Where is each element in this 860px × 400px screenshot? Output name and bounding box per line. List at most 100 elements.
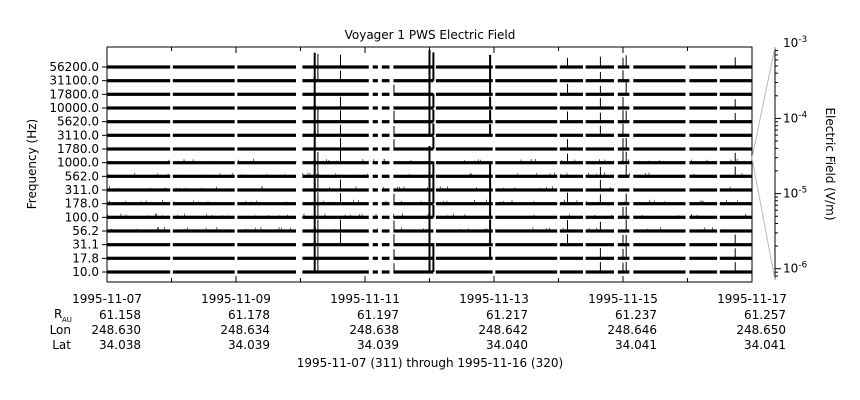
channel-trace-10000.0	[617, 106, 630, 110]
channel-trace-100.0	[302, 215, 369, 219]
channel-trace-56200.0	[302, 65, 369, 69]
channel-trace-178.0	[689, 202, 718, 206]
channel-trace-56200.0	[107, 65, 171, 69]
channel-trace-311.0	[689, 188, 718, 192]
channel-trace-3110.0	[633, 133, 686, 137]
channel-trace-31.1	[107, 243, 171, 247]
channel-trace-31.1	[559, 243, 583, 247]
r-au-value: 61.257	[744, 308, 786, 322]
freq-tick-label: 56.2	[72, 224, 99, 238]
channel-trace-311.0	[719, 188, 753, 192]
channel-trace-3110.0	[559, 133, 583, 137]
channel-trace-100.0	[172, 215, 235, 219]
channel-trace-56.2	[372, 229, 378, 233]
channel-trace-562.0	[495, 174, 558, 178]
channel-trace-178.0	[559, 202, 583, 206]
channel-trace-31.1	[381, 243, 390, 247]
channel-trace-100.0	[107, 215, 171, 219]
channel-trace-17800.0	[689, 92, 718, 96]
channel-trace-56200.0	[435, 65, 493, 69]
date-tick-label: 1995-11-17	[717, 292, 787, 306]
channel-trace-10.0	[302, 270, 369, 274]
channel-trace-31.1	[689, 243, 718, 247]
channel-trace-10000.0	[435, 106, 493, 110]
channel-trace-17.8	[381, 256, 390, 260]
channel-trace-17.8	[495, 256, 558, 260]
channel-trace-1780.0	[617, 147, 630, 151]
channel-trace-562.0	[172, 174, 235, 178]
channel-trace-31.1	[393, 243, 434, 247]
channel-trace-17800.0	[172, 92, 235, 96]
channel-trace-311.0	[372, 188, 378, 192]
freq-tick-label: 100.0	[65, 210, 99, 224]
channel-trace-56.2	[689, 229, 718, 233]
channel-trace-1780.0	[393, 147, 434, 151]
channel-trace-10000.0	[381, 106, 390, 110]
channel-trace-311.0	[172, 188, 235, 192]
channel-trace-17.8	[633, 256, 686, 260]
channel-trace-31.1	[719, 243, 753, 247]
channel-trace-10.0	[237, 270, 296, 274]
channel-trace-1780.0	[237, 147, 296, 151]
channel-trace-3110.0	[381, 133, 390, 137]
freq-tick-label: 17.8	[72, 251, 99, 265]
channel-trace-3110.0	[719, 133, 753, 137]
freq-tick-label: 56200.0	[49, 60, 99, 74]
channel-trace-100.0	[435, 215, 493, 219]
row-label-r: R	[54, 307, 62, 321]
freq-tick-label: 5620.0	[57, 115, 99, 129]
date-tick-label: 1995-11-09	[201, 292, 271, 306]
freq-tick-label: 178.0	[65, 197, 99, 211]
chart-title: Voyager 1 PWS Electric Field	[345, 28, 516, 42]
r-au-value: 61.217	[486, 308, 528, 322]
channel-trace-17800.0	[302, 92, 369, 96]
row-label-lat: Lat	[52, 338, 71, 352]
channel-trace-5620.0	[689, 120, 718, 124]
channel-trace-10000.0	[302, 106, 369, 110]
channel-trace-31100.0	[172, 79, 235, 83]
channel-trace-3110.0	[617, 133, 630, 137]
channel-trace-100.0	[237, 215, 296, 219]
channel-trace-3110.0	[393, 133, 434, 137]
channel-trace-56.2	[381, 229, 390, 233]
ephemeris-row-labels: R AU Lon Lat	[50, 307, 72, 352]
channel-trace-10.0	[719, 270, 753, 274]
channel-trace-56200.0	[372, 65, 378, 69]
channel-trace-10000.0	[719, 106, 753, 110]
channel-trace-562.0	[393, 174, 434, 178]
channel-trace-10.0	[381, 270, 390, 274]
lat-value: 34.039	[357, 338, 399, 352]
channel-trace-10.0	[172, 270, 235, 274]
channel-trace-56200.0	[495, 65, 558, 69]
channel-trace-178.0	[495, 202, 558, 206]
channel-trace-56.2	[719, 229, 753, 233]
channel-trace-10.0	[372, 270, 378, 274]
channel-trace-311.0	[495, 188, 558, 192]
channel-trace-56.2	[172, 229, 235, 233]
channel-trace-311.0	[107, 188, 171, 192]
channel-trace-562.0	[719, 174, 753, 178]
channel-trace-17.8	[559, 256, 583, 260]
channel-trace-17800.0	[617, 92, 630, 96]
channel-trace-31100.0	[372, 79, 378, 83]
channel-trace-311.0	[435, 188, 493, 192]
channel-trace-1780.0	[585, 147, 614, 151]
channel-trace-17.8	[689, 256, 718, 260]
channel-trace-17800.0	[435, 92, 493, 96]
channel-trace-178.0	[302, 202, 369, 206]
freq-tick-label: 562.0	[65, 169, 99, 183]
channel-trace-100.0	[689, 215, 718, 219]
channel-trace-100.0	[585, 215, 614, 219]
freq-tick-label: 311.0	[65, 183, 99, 197]
channel-trace-5620.0	[617, 120, 630, 124]
lat-value: 34.041	[744, 338, 786, 352]
channel-trace-1000.0	[435, 161, 493, 165]
channel-trace-56200.0	[237, 65, 296, 69]
row-label-r-sub: AU	[62, 316, 72, 324]
channel-trace-1780.0	[372, 147, 378, 151]
channel-trace-17800.0	[585, 92, 614, 96]
channel-trace-31.1	[302, 243, 369, 247]
freq-tick-label: 1780.0	[57, 142, 99, 156]
spectrogram-plot-area	[107, 49, 753, 274]
lon-value: 248.642	[478, 323, 528, 337]
